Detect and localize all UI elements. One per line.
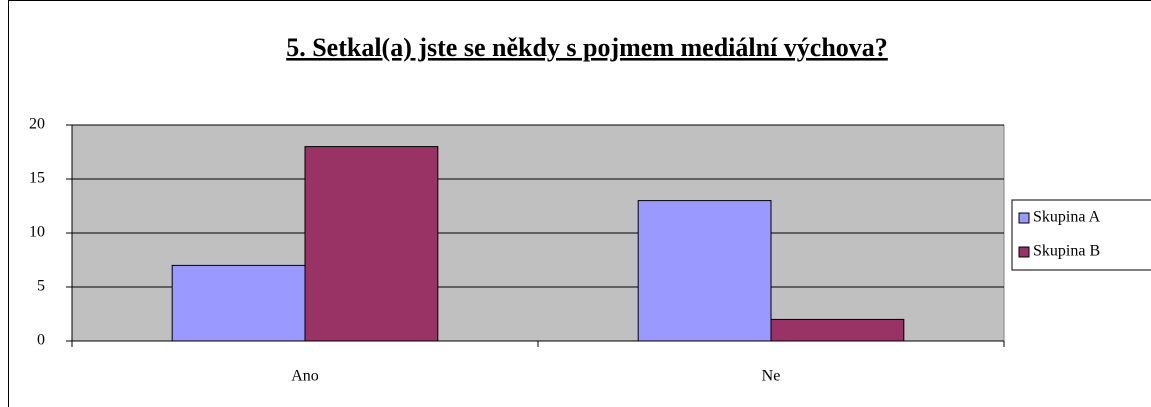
y-tick-label: 20 bbox=[29, 116, 45, 133]
bar bbox=[304, 146, 439, 342]
legend-swatch bbox=[1018, 212, 1030, 224]
bar bbox=[171, 264, 306, 342]
x-tick-label: Ano bbox=[291, 368, 319, 385]
legend-label: Skupina A bbox=[1033, 209, 1101, 226]
y-tick-label: 15 bbox=[29, 170, 45, 187]
chart-title: 5. Setkal(a) jste se někdy s pojmem medi… bbox=[286, 33, 888, 62]
bar bbox=[770, 318, 905, 342]
y-tick-label: 0 bbox=[37, 332, 45, 349]
bar bbox=[637, 200, 772, 342]
y-tick-label: 10 bbox=[29, 224, 45, 241]
y-tick-label: 5 bbox=[37, 278, 45, 295]
legend-swatch bbox=[1018, 246, 1030, 258]
x-tick-label: Ne bbox=[762, 368, 781, 385]
legend-label: Skupina B bbox=[1033, 243, 1100, 260]
legend-box bbox=[1011, 199, 1151, 271]
